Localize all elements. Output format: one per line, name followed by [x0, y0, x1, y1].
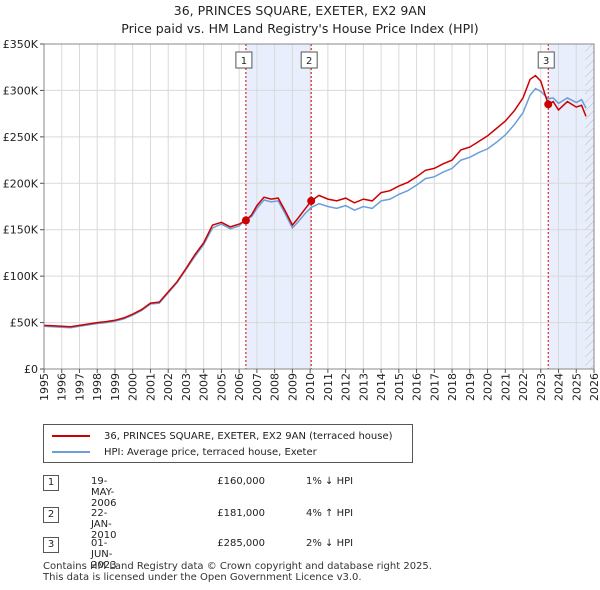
transaction-price: £160,000 — [217, 476, 265, 487]
sale-label-number: 2 — [306, 56, 312, 67]
y-tick-label: £350K — [3, 38, 39, 51]
sale-point — [241, 216, 250, 225]
sale-label-box — [537, 51, 555, 69]
x-tick-label: 2005 — [215, 373, 228, 401]
legend-item-hpi: HPI: Average price, terraced house, Exet… — [52, 445, 317, 459]
transaction-hpi-diff: 1% ↓ HPI — [306, 476, 354, 487]
transaction-marker-badge: 1 — [43, 475, 59, 491]
y-tick-label: £150K — [3, 224, 39, 237]
y-tick-label: £50K — [10, 317, 39, 330]
x-tick-label: 2002 — [162, 373, 175, 401]
x-tick-label: 2013 — [357, 373, 370, 401]
y-tick-label: £300K — [3, 84, 39, 97]
x-tick-label: 2024 — [553, 373, 566, 401]
sale-point — [307, 196, 316, 205]
x-tick-label: 2025 — [570, 373, 583, 401]
x-tick-label: 1996 — [56, 373, 69, 401]
sale-label-number: 3 — [543, 56, 549, 67]
legend-item-property: 36, PRINCES SQUARE, EXETER, EX2 9AN (ter… — [52, 429, 393, 443]
x-tick-label: 2007 — [251, 373, 264, 401]
x-tick-label: 2001 — [144, 373, 157, 401]
transaction-price: £285,000 — [217, 538, 265, 549]
x-tick-label: 2009 — [286, 373, 299, 401]
x-tick-label: 2016 — [411, 373, 424, 401]
sale-label-box — [235, 51, 253, 69]
x-tick-label: 1998 — [91, 373, 104, 401]
x-tick-label: 2017 — [428, 373, 441, 401]
x-tick-label: 2022 — [517, 373, 530, 401]
legend: 36, PRINCES SQUARE, EXETER, EX2 9AN (ter… — [43, 424, 413, 463]
chart-subtitle: Price paid vs. HM Land Registry's House … — [121, 21, 479, 36]
x-tick-label: 1999 — [109, 373, 122, 401]
x-tick-label: 2021 — [499, 373, 512, 401]
x-tick-label: 2014 — [375, 373, 388, 401]
x-tick-label: 2015 — [393, 373, 406, 401]
transaction-hpi-diff: 2% ↓ HPI — [306, 538, 354, 549]
transaction-hpi-diff: 4% ↑ HPI — [306, 508, 354, 519]
x-tick-label: 2011 — [322, 373, 335, 401]
x-tick-label: 2023 — [535, 373, 548, 401]
x-tick-label: 2010 — [304, 373, 317, 401]
x-tick-label: 2018 — [446, 373, 459, 401]
y-tick-label: £200K — [3, 177, 39, 190]
x-tick-label: 1995 — [38, 373, 51, 401]
transaction-marker-badge: 2 — [43, 507, 59, 523]
y-tick-label: £0 — [24, 363, 38, 376]
sale-point — [544, 100, 553, 109]
transaction-date: 22-JAN-2010 — [91, 508, 117, 541]
sale-label-box — [300, 51, 318, 69]
chart-title: 36, PRINCES SQUARE, EXETER, EX2 9AN — [173, 3, 427, 18]
transaction-marker-badge: 3 — [43, 537, 59, 553]
y-tick-label: £250K — [3, 131, 39, 144]
hpi-series-line — [43, 87, 587, 329]
property-series-line — [43, 74, 587, 328]
plot-frame — [43, 43, 595, 370]
x-tick-label: 2020 — [482, 373, 495, 401]
forecast-hatch — [585, 44, 594, 369]
transaction-date: 19-MAY-2006 — [91, 476, 117, 509]
sale-label-number: 1 — [241, 56, 247, 67]
transaction-price: £181,000 — [217, 508, 265, 519]
x-tick-label: 2008 — [269, 373, 282, 401]
legend-swatch-hpi — [52, 451, 90, 453]
x-tick-label: 1997 — [73, 373, 86, 401]
footer-copyright: Contains HM Land Registry data © Crown c… — [43, 561, 432, 572]
x-tick-label: 2026 — [588, 373, 600, 401]
legend-label-hpi: HPI: Average price, terraced house, Exet… — [104, 446, 317, 458]
legend-label-property: 36, PRINCES SQUARE, EXETER, EX2 9AN (ter… — [104, 430, 393, 442]
x-tick-label: 2000 — [127, 373, 140, 401]
x-tick-label: 2006 — [233, 373, 246, 401]
y-tick-label: £100K — [3, 270, 39, 283]
price-chart: 1 2 3 £0 £50K £100K £150K £200K £250K £300K £350K… — [3, 38, 600, 401]
legend-swatch-property — [52, 435, 90, 437]
transaction-date: 01-JUN-2023 — [91, 538, 117, 571]
footer: Contains HM Land Registry data © Crown c… — [43, 561, 432, 583]
footer-licence: This data is licensed under the Open Gov… — [43, 572, 362, 583]
x-tick-label: 2019 — [464, 373, 477, 401]
x-tick-label: 2004 — [198, 373, 211, 401]
x-tick-label: 2003 — [180, 373, 193, 401]
x-tick-label: 2012 — [340, 373, 353, 401]
